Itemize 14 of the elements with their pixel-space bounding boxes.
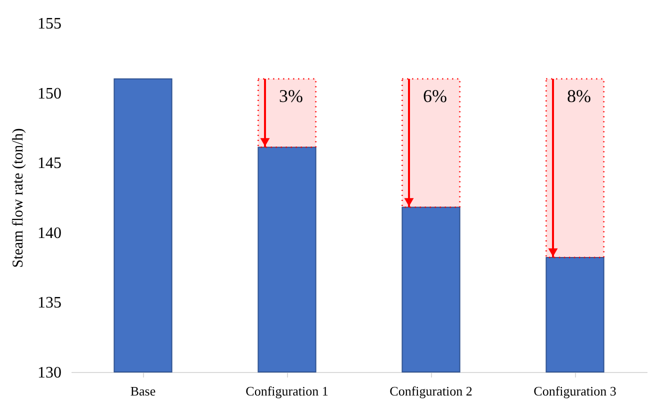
y-tick-label: 155 [38,16,62,32]
y-tick-label: 150 [38,85,62,102]
x-tick-label: Configuration 3 [534,384,616,398]
x-tick-label: Configuration 1 [246,384,328,398]
annotation: 3% [279,86,303,106]
y-tick-label: 140 [38,224,62,242]
x-tick-label: Base [130,384,156,398]
y-tick-label: 135 [38,294,62,312]
annotation: 6% [423,86,447,106]
y-tick-label: 130 [38,364,62,382]
annotation: 8% [567,86,591,106]
y-axis-title: Steam flow rate (ton/h) [10,128,26,268]
x-tick-label: Configuration 2 [390,384,472,398]
y-tick-label: 145 [38,155,62,172]
